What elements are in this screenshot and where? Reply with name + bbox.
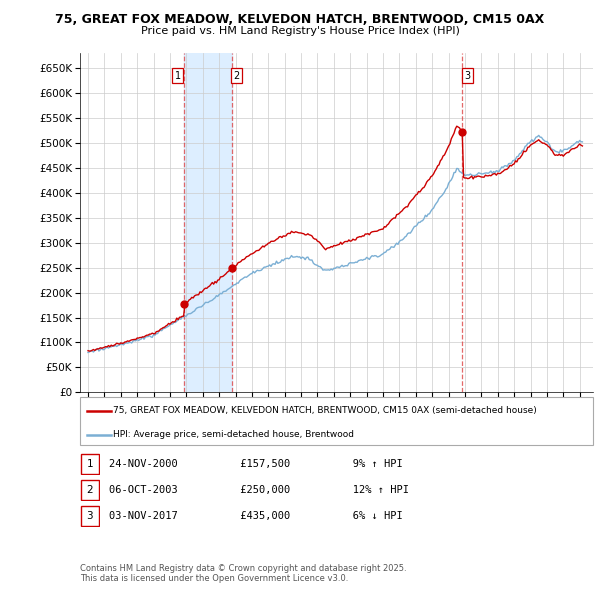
Text: HPI: Average price, semi-detached house, Brentwood: HPI: Average price, semi-detached house,…: [113, 430, 354, 440]
Text: 3: 3: [464, 71, 470, 81]
Text: Price paid vs. HM Land Registry's House Price Index (HPI): Price paid vs. HM Land Registry's House …: [140, 26, 460, 36]
FancyBboxPatch shape: [81, 480, 98, 500]
Text: 2: 2: [86, 485, 93, 495]
FancyBboxPatch shape: [81, 506, 98, 526]
Text: Contains HM Land Registry data © Crown copyright and database right 2025.
This d: Contains HM Land Registry data © Crown c…: [80, 563, 406, 583]
Text: 1: 1: [175, 71, 181, 81]
FancyBboxPatch shape: [81, 454, 98, 474]
FancyBboxPatch shape: [80, 397, 593, 445]
Text: 06-OCT-2003          £250,000          12% ↑ HPI: 06-OCT-2003 £250,000 12% ↑ HPI: [109, 485, 409, 495]
Text: 1: 1: [86, 459, 93, 469]
Text: 75, GREAT FOX MEADOW, KELVEDON HATCH, BRENTWOOD, CM15 0AX (semi-detached house): 75, GREAT FOX MEADOW, KELVEDON HATCH, BR…: [113, 406, 537, 415]
Bar: [184, 53, 232, 392]
Text: 03-NOV-2017          £435,000          6% ↓ HPI: 03-NOV-2017 £435,000 6% ↓ HPI: [109, 511, 403, 521]
Text: 24-NOV-2000          £157,500          9% ↑ HPI: 24-NOV-2000 £157,500 9% ↑ HPI: [109, 459, 403, 469]
Text: 75, GREAT FOX MEADOW, KELVEDON HATCH, BRENTWOOD, CM15 0AX: 75, GREAT FOX MEADOW, KELVEDON HATCH, BR…: [55, 13, 545, 26]
Text: 2: 2: [233, 71, 239, 81]
Text: 3: 3: [86, 511, 93, 521]
